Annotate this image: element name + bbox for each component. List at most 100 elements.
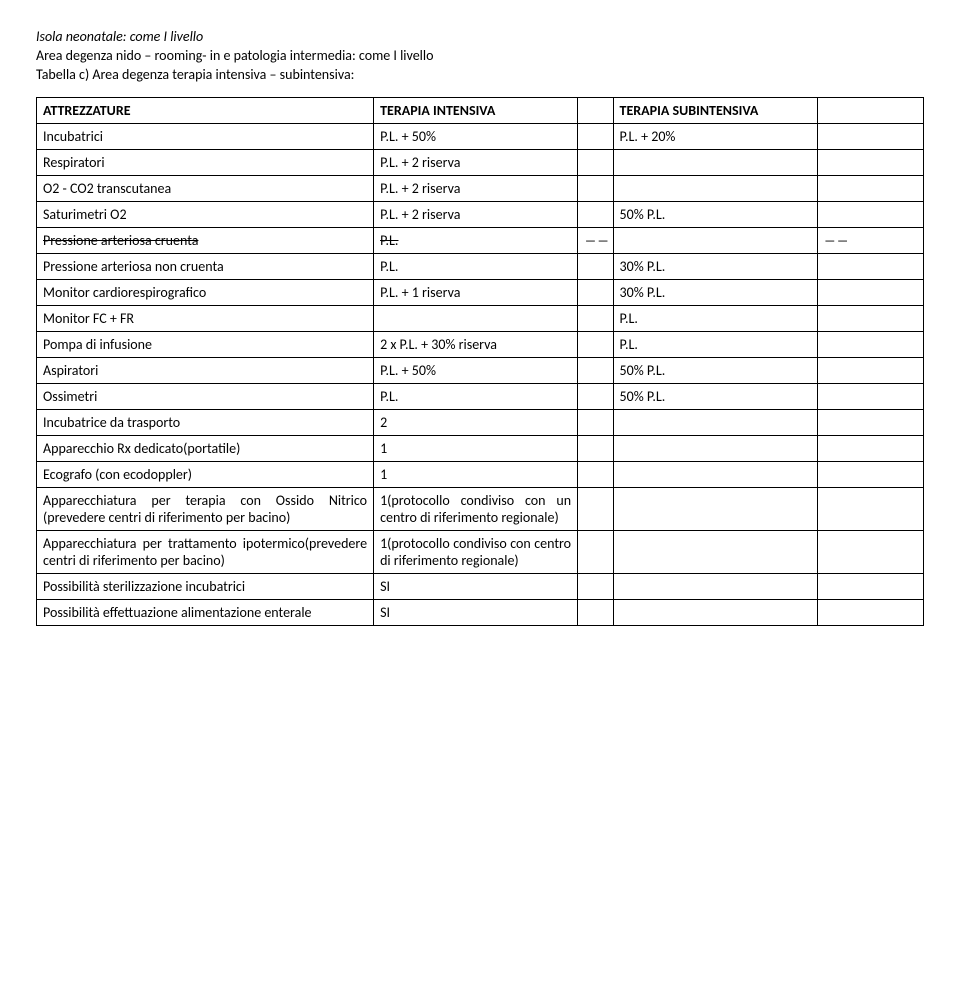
row-col2: 1 [374, 436, 578, 462]
row-label: Saturimetri O2 [37, 202, 374, 228]
row-col5 [817, 488, 923, 531]
table-row: Apparecchiatura per trattamento ipotermi… [37, 531, 924, 574]
row-col4 [613, 531, 817, 574]
table-row: Monitor FC + FR P.L. [37, 306, 924, 332]
row-label: O2 - CO2 transcutanea [37, 176, 374, 202]
row-col4 [613, 436, 817, 462]
row-col5 [817, 124, 923, 150]
row-col5 [817, 176, 923, 202]
equipment-table: ATTREZZATURE TERAPIA INTENSIVA TERAPIA S… [36, 97, 924, 626]
table-row: Pressione arteriosa non cruenta P.L. 30%… [37, 254, 924, 280]
row-col4 [613, 462, 817, 488]
row-label: Possibilità sterilizzazione incubatrici [37, 574, 374, 600]
row-label: Incubatrice da trasporto [37, 410, 374, 436]
row-col5 [817, 436, 923, 462]
row-col4 [613, 150, 817, 176]
table-row: Respiratori P.L. + 2 riserva [37, 150, 924, 176]
row-label: Pressione arteriosa cruenta [37, 228, 374, 254]
row-col4: P.L. [613, 306, 817, 332]
row-col2: 1(protocollo condiviso con centro di rif… [374, 531, 578, 574]
table-header-row: ATTREZZATURE TERAPIA INTENSIVA TERAPIA S… [37, 98, 924, 124]
row-col5 [817, 254, 923, 280]
header-terapia-subintensiva: TERAPIA SUBINTENSIVA [613, 98, 817, 124]
row-col2: 1 [374, 462, 578, 488]
row-label: Aspiratori [37, 358, 374, 384]
row-label: Possibilità effettuazione alimentazione … [37, 600, 374, 626]
row-label: Apparecchiatura per terapia con Ossido N… [37, 488, 374, 531]
table-row: Possibilità sterilizzazione incubatrici … [37, 574, 924, 600]
table-row: Pompa di infusione 2 x P.L. + 30% riserv… [37, 332, 924, 358]
row-col2: 2 x P.L. + 30% riserva [374, 332, 578, 358]
row-col5 [817, 332, 923, 358]
table-row: Ossimetri P.L. 50% P.L. [37, 384, 924, 410]
table-row: Aspiratori P.L. + 50% 50% P.L. [37, 358, 924, 384]
row-col2: P.L. + 2 riserva [374, 150, 578, 176]
row-col5 [817, 358, 923, 384]
header-attrezzature: ATTREZZATURE [37, 98, 374, 124]
row-col2: P.L. + 50% [374, 124, 578, 150]
header-spacer-2 [817, 98, 923, 124]
row-col5: ―― [817, 228, 923, 254]
row-label: Apparecchio Rx dedicato(portatile) [37, 436, 374, 462]
row-col3 [578, 332, 613, 358]
row-col5 [817, 150, 923, 176]
row-col5 [817, 384, 923, 410]
row-col4 [613, 488, 817, 531]
row-col2: P.L. [374, 384, 578, 410]
table-row: Incubatrice da trasporto 2 [37, 410, 924, 436]
row-col4: 30% P.L. [613, 254, 817, 280]
row-label: Monitor FC + FR [37, 306, 374, 332]
row-col3 [578, 202, 613, 228]
row-col2: SI [374, 600, 578, 626]
table-row: Apparecchio Rx dedicato(portatile) 1 [37, 436, 924, 462]
intro-line-3: Tabella c) Area degenza terapia intensiv… [36, 66, 924, 83]
table-row-struck: Pressione arteriosa cruenta P.L. ―― ―― [37, 228, 924, 254]
row-col3 [578, 306, 613, 332]
intro-line-2: Area degenza nido – rooming- in e patolo… [36, 47, 924, 64]
row-label: Pompa di infusione [37, 332, 374, 358]
row-col4 [613, 574, 817, 600]
row-label: Incubatrici [37, 124, 374, 150]
row-col3 [578, 254, 613, 280]
row-col3 [578, 384, 613, 410]
row-col5 [817, 410, 923, 436]
row-col4 [613, 228, 817, 254]
row-col2: 1(protocollo condiviso con un centro di … [374, 488, 578, 531]
row-col3 [578, 150, 613, 176]
table-row: Saturimetri O2 P.L. + 2 riserva 50% P.L. [37, 202, 924, 228]
row-col3 [578, 410, 613, 436]
row-col3 [578, 462, 613, 488]
row-col2: P.L. + 50% [374, 358, 578, 384]
row-col4 [613, 600, 817, 626]
header-spacer-1 [578, 98, 613, 124]
row-col3: ―― [578, 228, 613, 254]
row-col5 [817, 462, 923, 488]
table-row: O2 - CO2 transcutanea P.L. + 2 riserva [37, 176, 924, 202]
row-label: Apparecchiatura per trattamento ipotermi… [37, 531, 374, 574]
row-col3 [578, 574, 613, 600]
row-col3 [578, 358, 613, 384]
row-col2: P.L. [374, 254, 578, 280]
table-row: Possibilità effettuazione alimentazione … [37, 600, 924, 626]
row-col5 [817, 574, 923, 600]
row-col3 [578, 436, 613, 462]
row-col5 [817, 531, 923, 574]
row-col3 [578, 280, 613, 306]
row-col3 [578, 176, 613, 202]
table-row: Apparecchiatura per terapia con Ossido N… [37, 488, 924, 531]
row-col2 [374, 306, 578, 332]
row-col3 [578, 488, 613, 531]
row-col4 [613, 410, 817, 436]
row-col2: P.L. [374, 228, 578, 254]
table-row: Ecografo (con ecodoppler) 1 [37, 462, 924, 488]
row-label: Ossimetri [37, 384, 374, 410]
row-col2: P.L. + 2 riserva [374, 202, 578, 228]
row-col4: 30% P.L. [613, 280, 817, 306]
table-row: Monitor cardiorespirografico P.L. + 1 ri… [37, 280, 924, 306]
header-terapia-intensiva: TERAPIA INTENSIVA [374, 98, 578, 124]
row-label: Pressione arteriosa non cruenta [37, 254, 374, 280]
row-col5 [817, 600, 923, 626]
table-row: Incubatrici P.L. + 50% P.L. + 20% [37, 124, 924, 150]
row-label: Monitor cardiorespirografico [37, 280, 374, 306]
intro-block: Isola neonatale: come I livello Area deg… [36, 28, 924, 83]
